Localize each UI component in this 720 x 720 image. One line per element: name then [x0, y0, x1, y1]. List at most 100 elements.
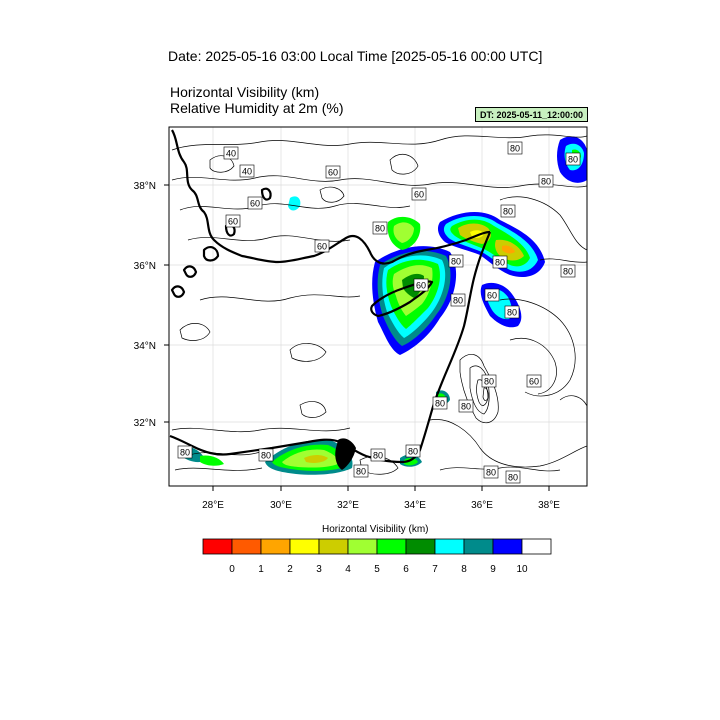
- contour-label: 80: [507, 141, 523, 155]
- colorbar-tick-label: 7: [432, 564, 438, 575]
- colorbar-title: Horizontal Visibility (km): [322, 524, 429, 535]
- svg-text:80: 80: [568, 155, 578, 165]
- contour-label: 80: [492, 255, 508, 269]
- contour-label: 80: [500, 204, 516, 218]
- contour-label: 80: [504, 305, 520, 319]
- contour-label: 80: [505, 470, 521, 484]
- contour-label: 80: [405, 444, 421, 458]
- date-title: Date: 2025-05-16 03:00 Local Time [2025-…: [168, 48, 543, 64]
- lat-label-32n: 32°N: [134, 418, 156, 429]
- contour-label: 80: [370, 448, 386, 462]
- contour-label: 80: [450, 293, 466, 307]
- svg-text:80: 80: [356, 467, 366, 477]
- contour-label: 80: [560, 264, 576, 278]
- contour-label: 80: [483, 465, 499, 479]
- colorbar-swatch: [318, 538, 349, 555]
- contour-label: 80: [372, 221, 388, 235]
- colorbar-tick-label: 2: [287, 564, 293, 575]
- lon-label-34e: 34°E: [404, 500, 426, 511]
- svg-text:80: 80: [451, 257, 461, 267]
- svg-text:80: 80: [261, 451, 271, 461]
- colorbar-tick-label: 4: [345, 564, 351, 575]
- svg-text:80: 80: [453, 296, 463, 306]
- colorbar-swatch: [231, 538, 262, 555]
- svg-text:60: 60: [317, 242, 327, 252]
- lon-label-36e: 36°E: [471, 500, 493, 511]
- colorbar-tick-label: 0: [229, 564, 235, 575]
- contour-label: 60: [225, 214, 241, 228]
- lon-label-38e: 38°E: [538, 500, 560, 511]
- contour-label: 60: [247, 196, 263, 210]
- svg-text:40: 40: [242, 167, 252, 177]
- contour-label: 60: [314, 239, 330, 253]
- colorbar-tick-label: 8: [461, 564, 467, 575]
- colorbar-swatch: [260, 538, 291, 555]
- nile-delta: [335, 438, 356, 470]
- svg-text:80: 80: [541, 177, 551, 187]
- contour-label: 80: [353, 464, 369, 478]
- svg-text:80: 80: [408, 447, 418, 457]
- contour-label: 80: [177, 445, 193, 459]
- axis-ticks: [164, 184, 550, 491]
- svg-text:80: 80: [435, 399, 445, 409]
- colorbar-swatch: [434, 538, 465, 555]
- svg-text:80: 80: [503, 207, 513, 217]
- colorbar-swatch: [405, 538, 436, 555]
- contour-label: 60: [526, 374, 542, 388]
- colorbar-tick-label: 3: [316, 564, 322, 575]
- svg-text:40: 40: [226, 149, 236, 159]
- colorbar-swatch: [521, 538, 552, 555]
- lat-label-36n: 36°N: [134, 261, 156, 272]
- contour-label: 80: [458, 399, 474, 413]
- contour-label: 40: [239, 164, 255, 178]
- svg-text:80: 80: [507, 308, 517, 318]
- colorbar-tick-label: 9: [490, 564, 496, 575]
- colorbar-swatch: [463, 538, 494, 555]
- colorbar-tick-label: 1: [258, 564, 264, 575]
- colorbar-tick-label: 10: [516, 564, 528, 575]
- humidity-contours: [171, 134, 587, 475]
- colorbar: [202, 538, 552, 555]
- svg-text:80: 80: [495, 258, 505, 268]
- contour-label: 80: [258, 448, 274, 462]
- svg-text:80: 80: [461, 402, 471, 412]
- lon-label-30e: 30°E: [270, 500, 292, 511]
- lon-label-28e: 28°E: [202, 500, 224, 511]
- init-time-badge: DT: 2025-05-11_12:00:00: [475, 107, 588, 122]
- colorbar-swatch: [347, 538, 378, 555]
- svg-text:80: 80: [180, 448, 190, 458]
- colorbar-swatch: [289, 538, 320, 555]
- map-frame: [168, 126, 588, 487]
- contour-label: 80: [432, 396, 448, 410]
- svg-text:80: 80: [510, 144, 520, 154]
- contour-label: 60: [325, 165, 341, 179]
- colorbar-swatch: [202, 538, 233, 555]
- contour-label: 80: [481, 374, 497, 388]
- contour-label: 80: [538, 174, 554, 188]
- contour-label: 60: [484, 288, 500, 302]
- svg-text:80: 80: [373, 451, 383, 461]
- svg-text:60: 60: [416, 281, 426, 291]
- svg-text:60: 60: [250, 199, 260, 209]
- svg-text:60: 60: [414, 190, 424, 200]
- svg-text:80: 80: [486, 468, 496, 478]
- lon-label-32e: 32°E: [337, 500, 359, 511]
- svg-text:80: 80: [563, 267, 573, 277]
- contour-label: 80: [448, 254, 464, 268]
- svg-text:60: 60: [328, 168, 338, 178]
- variable-title-humidity: Relative Humidity at 2m (%): [170, 100, 344, 116]
- colorbar-tick-label: 5: [374, 564, 380, 575]
- svg-text:60: 60: [487, 291, 497, 301]
- svg-text:60: 60: [228, 217, 238, 227]
- contour-label: 40: [223, 146, 239, 160]
- svg-text:60: 60: [529, 377, 539, 387]
- contour-label: 60: [411, 187, 427, 201]
- colorbar-swatch: [492, 538, 523, 555]
- contour-label: 60: [413, 278, 429, 292]
- contour-labels: 80 40 40 60 60 60 60 80 60 80 80 80 60 80 80 80 60 80 80 80…: [177, 141, 581, 484]
- colorbar-swatch: [376, 538, 407, 555]
- lat-label-34n: 34°N: [134, 341, 156, 352]
- svg-text:80: 80: [375, 224, 385, 234]
- svg-text:80: 80: [508, 473, 518, 483]
